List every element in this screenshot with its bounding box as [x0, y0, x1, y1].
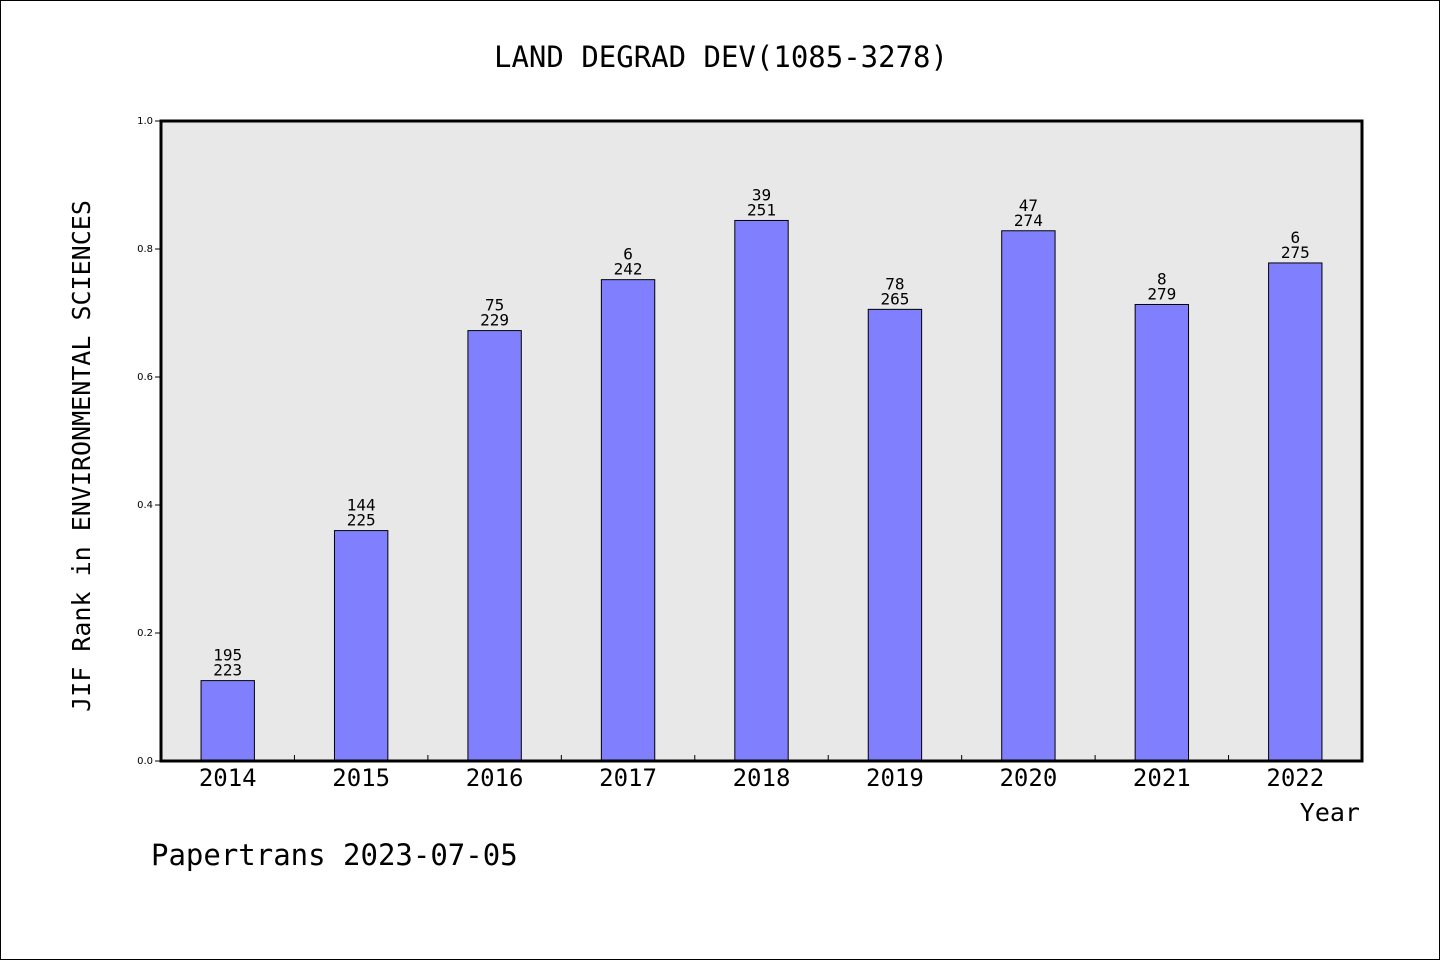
bar-2016	[467, 330, 522, 762]
bar-label-bottom: 242	[614, 260, 643, 279]
bar-2020	[1001, 230, 1056, 762]
x-tick-label: 2014	[199, 764, 257, 792]
x-axis-title: Year	[1300, 798, 1360, 827]
bar-label-top: 47	[1019, 196, 1038, 215]
x-tick-label: 2015	[332, 764, 390, 792]
y-tick-label: 0.6	[137, 372, 153, 383]
bar-labels: 1952231442257522962423925178265472748279…	[213, 185, 1309, 679]
bar-label-top: 195	[213, 646, 242, 665]
x-tick-label: 2018	[733, 764, 791, 792]
bar-label-bottom: 274	[1014, 211, 1043, 230]
x-tick-label: 2017	[599, 764, 657, 792]
bar-label-bottom: 223	[213, 661, 242, 680]
bar-series	[200, 219, 1323, 762]
y-tick-label: 0.4	[137, 500, 153, 511]
bar-label-top: 144	[347, 496, 376, 515]
chart-title: LAND DEGRAD DEV(1085-3278)	[494, 40, 948, 74]
x-tick-label: 2016	[466, 764, 524, 792]
bar-2017	[600, 279, 656, 762]
bar-label-top: 78	[885, 274, 904, 293]
bar-2015	[333, 530, 389, 762]
bar-2014	[200, 680, 255, 762]
bar-label-bottom: 229	[480, 311, 509, 330]
y-tick-label: 0.0	[137, 756, 153, 767]
x-tick-label: 2020	[999, 764, 1057, 792]
footer-stamp: Papertrans 2023-07-05	[151, 838, 518, 872]
x-tick-label: 2019	[866, 764, 924, 792]
y-axis-title: JIF Rank in ENVIRONMENTAL SCIENCES	[67, 200, 96, 712]
y-tick-label: 0.8	[137, 244, 153, 255]
bar-2019	[867, 308, 923, 762]
x-tick-label: 2021	[1133, 764, 1191, 792]
plot-border	[159, 119, 1364, 763]
bar-2021	[1134, 303, 1190, 762]
x-tick-label: 2022	[1266, 764, 1324, 792]
bar-label-bottom: 265	[880, 289, 909, 308]
bar-2022	[1268, 262, 1323, 762]
bar-label-top: 6	[623, 245, 633, 264]
bar-label-top: 75	[485, 296, 504, 315]
y-tick-label: 1.0	[137, 116, 153, 127]
y-axis-ticks: 0.0 0.2 0.4 0.6 0.8 1.0	[137, 116, 161, 767]
bar-label-bottom: 275	[1281, 243, 1310, 262]
y-tick-label: 0.2	[137, 628, 153, 639]
bar-label-bottom: 251	[747, 200, 776, 219]
x-axis-ticks: 2014 2015 2016 2017 2018 2019 2020 2021 2022	[199, 755, 1324, 792]
bar-2018	[734, 219, 789, 762]
bar-label-top: 8	[1157, 269, 1167, 288]
bar-label-top: 39	[752, 185, 771, 204]
bar-label-bottom: 225	[347, 511, 376, 530]
bar-label-bottom: 279	[1147, 284, 1176, 303]
bar-label-top: 6	[1290, 228, 1300, 247]
